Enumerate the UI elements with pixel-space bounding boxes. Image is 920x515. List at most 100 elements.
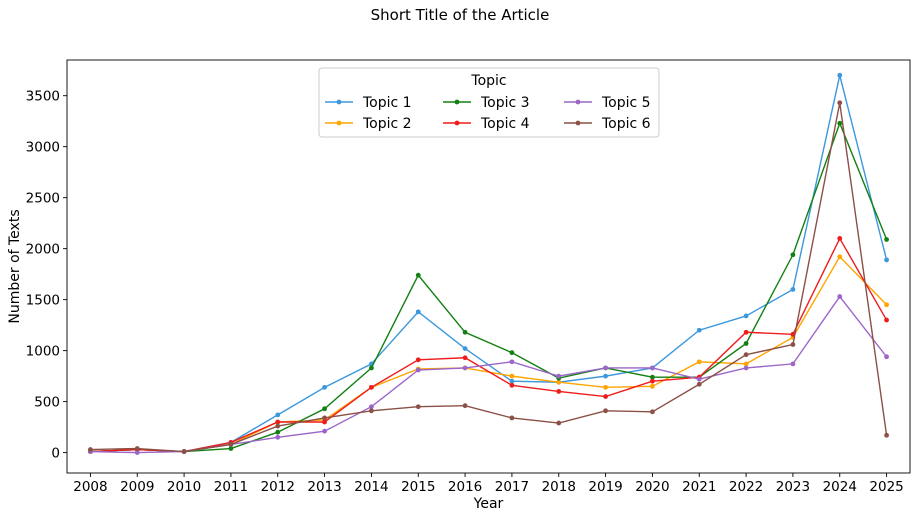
data-point [556, 389, 562, 394]
data-point [509, 373, 515, 379]
data-point [462, 346, 468, 351]
legend-marker [454, 99, 460, 105]
series-2 [88, 254, 889, 454]
data-point [134, 446, 140, 451]
data-point [696, 376, 702, 382]
data-point [275, 412, 281, 418]
x-tick-label: 2021 [682, 479, 716, 495]
data-point [322, 384, 327, 390]
data-point [743, 329, 749, 335]
data-point [790, 361, 796, 367]
x-tick-label: 2023 [776, 479, 810, 495]
x-tick-label: 2011 [214, 479, 248, 495]
data-point [743, 352, 749, 358]
data-point [462, 355, 468, 361]
y-tick-label: 500 [34, 395, 60, 411]
y-tick-label: 3000 [26, 140, 60, 156]
legend-label: Topic 4 [480, 116, 530, 132]
data-point [743, 313, 749, 319]
chart-title: Short Title of the Article [370, 6, 550, 24]
legend-marker [575, 120, 581, 126]
x-axis-label: Year [473, 496, 504, 512]
data-point [743, 365, 749, 371]
data-point [556, 373, 562, 379]
y-tick-label: 1000 [26, 344, 60, 360]
series-line [90, 295, 888, 454]
legend-label: Topic 2 [362, 116, 412, 132]
legend-marker [454, 120, 460, 126]
series-line [90, 236, 888, 453]
data-point [275, 434, 281, 440]
y-tick-label: 0 [51, 446, 60, 462]
x-tick-label: 2016 [448, 479, 482, 495]
x-tick-label: 2013 [307, 479, 341, 495]
data-point [790, 252, 796, 258]
x-tick-label: 2018 [542, 479, 576, 495]
x-tick-label: 2009 [120, 479, 154, 495]
data-point [275, 423, 281, 429]
series-6 [88, 100, 889, 454]
data-point [275, 429, 281, 435]
series-line [90, 121, 888, 453]
legend-marker [575, 99, 581, 105]
legend-box [318, 67, 660, 138]
legend-item: Topic 4 [443, 116, 530, 132]
data-point [88, 447, 93, 452]
legend-marker [336, 99, 342, 105]
data-point [369, 408, 374, 414]
data-point [603, 373, 608, 379]
x-tick-label: 2008 [73, 479, 107, 495]
x-tick-label: 2019 [588, 479, 622, 495]
data-point [837, 294, 843, 299]
data-point [884, 237, 889, 242]
legend-label: Topic 1 [362, 95, 412, 111]
data-point [322, 406, 327, 412]
data-point [884, 354, 889, 360]
data-point [884, 432, 889, 438]
data-point [322, 428, 327, 434]
series-5 [88, 294, 889, 456]
data-point [181, 449, 187, 454]
data-point [509, 350, 515, 356]
data-point [415, 357, 421, 363]
legend-marker [336, 120, 342, 126]
data-point [275, 419, 281, 425]
series-3 [88, 120, 889, 454]
data-point [228, 446, 234, 451]
data-point [884, 302, 889, 308]
y-tick-label: 1500 [26, 293, 60, 309]
x-tick-label: 2010 [167, 479, 201, 495]
plot-frame [66, 59, 911, 474]
data-point [837, 100, 843, 106]
data-point [837, 254, 843, 260]
y-tick-label: 2000 [26, 242, 60, 258]
data-point [650, 374, 655, 380]
axes: 2008 2009 2010 2011 2012 2013 2014 2015 2016 2017… [26, 59, 911, 495]
data-point [462, 329, 468, 335]
x-tick-label: 2025 [869, 479, 903, 495]
y-axis-label: Number of Texts [7, 209, 23, 323]
x-tick-label: 2015 [401, 479, 435, 495]
data-point [556, 379, 562, 385]
data-point [415, 367, 421, 373]
legend-item: Topic 6 [564, 116, 651, 132]
data-point [369, 404, 374, 410]
data-point [696, 381, 702, 387]
data-point [650, 383, 655, 389]
x-tick-label: 2020 [635, 479, 669, 495]
data-point [462, 403, 468, 409]
data-point [650, 409, 655, 415]
data-point [462, 365, 468, 371]
legend-label: Topic 3 [480, 95, 530, 111]
data-point [837, 120, 843, 126]
data-point [790, 287, 796, 292]
data-point [743, 341, 749, 346]
legend: Topic Topic 1 Topic 2 Topic 3 Topic 4 Topic 5… [318, 67, 660, 138]
data-point [509, 378, 515, 384]
y-tick-label: 2500 [26, 191, 60, 207]
data-point [837, 236, 843, 241]
series-4 [88, 236, 889, 454]
y-tick-label: 3500 [26, 89, 60, 105]
data-point [696, 327, 702, 333]
